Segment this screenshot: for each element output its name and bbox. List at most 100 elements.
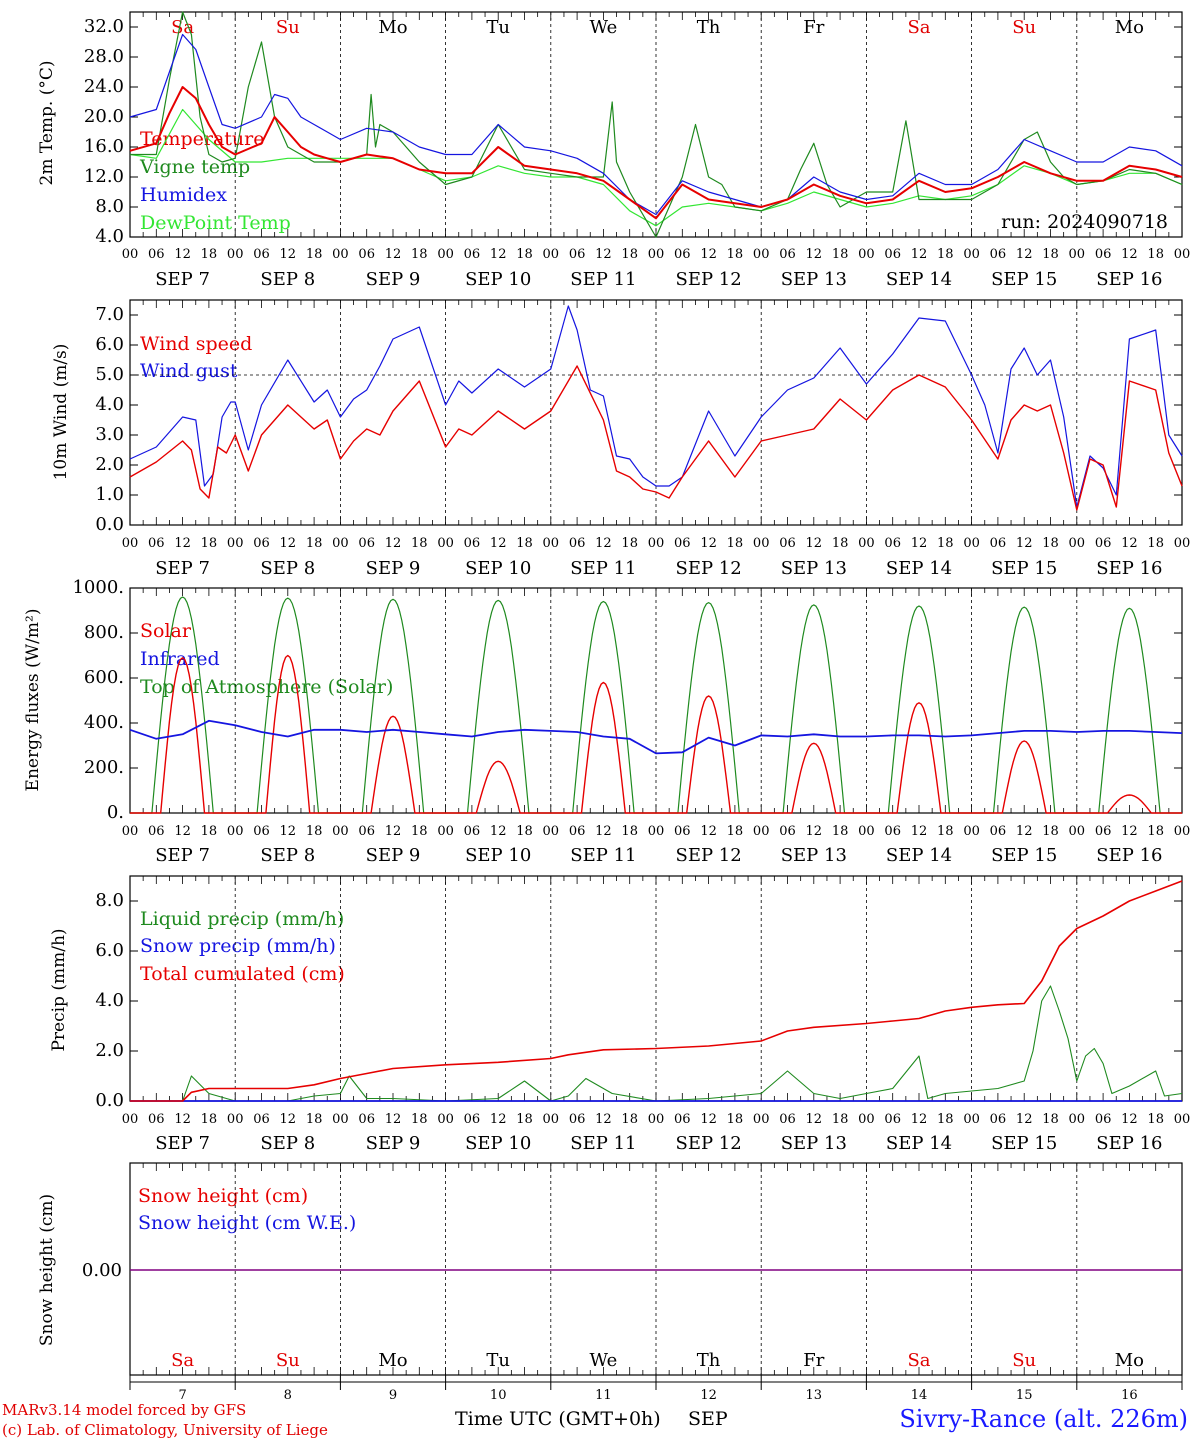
hour-tick-label: 12: [280, 1112, 297, 1127]
y-tick-label: 4.0: [95, 990, 124, 1011]
hour-tick-label: 12: [174, 536, 191, 551]
date-label: SEP 7: [155, 269, 210, 290]
hour-tick-label: 18: [727, 247, 744, 262]
hour-tick-label: 00: [227, 1112, 244, 1127]
hour-tick-label: 06: [569, 247, 586, 262]
y-tick-label: 4.0: [95, 394, 124, 415]
hour-tick-label: 12: [1016, 247, 1033, 262]
hour-tick-label: 00: [753, 824, 770, 839]
total-cumulated-line: [130, 880, 1183, 1102]
hour-tick-label: 12: [280, 247, 297, 262]
hour-tick-label: 18: [727, 824, 744, 839]
hour-tick-label: 06: [990, 536, 1007, 551]
y-tick-label: 2.0: [95, 1040, 124, 1061]
hour-tick-label: 18: [727, 1112, 744, 1127]
hour-tick-label: 12: [174, 247, 191, 262]
snow-axis-label: Snow height (cm): [37, 1194, 57, 1346]
date-label: SEP 8: [260, 845, 315, 866]
hour-tick-label: 12: [490, 824, 507, 839]
hour-tick-label: 18: [306, 824, 323, 839]
hour-tick-label: 06: [464, 536, 481, 551]
hour-tick-label: 18: [306, 536, 323, 551]
date-label: SEP 8: [260, 1133, 315, 1154]
hour-tick-label: 00: [963, 247, 980, 262]
hour-tick-label: 12: [385, 536, 402, 551]
temperature-line: [129, 86, 1183, 220]
hour-tick-label: 06: [253, 247, 270, 262]
hour-tick-label: 18: [1042, 247, 1059, 262]
hour-tick-label: 00: [543, 824, 560, 839]
hour-tick-label: 12: [1121, 1112, 1138, 1127]
day-number-label: 12: [700, 1388, 717, 1403]
date-label: SEP 15: [991, 269, 1057, 290]
hour-tick-label: 18: [621, 1112, 638, 1127]
hour-tick-label: 00: [1174, 1112, 1191, 1127]
date-label: SEP 12: [675, 558, 741, 579]
hour-tick-label: 06: [990, 824, 1007, 839]
hour-tick-label: 06: [148, 247, 165, 262]
legend-wind-speed: Wind speed: [140, 333, 252, 355]
day-name-label: Mo: [1115, 1350, 1144, 1371]
y-tick-label: 5.0: [95, 364, 124, 385]
hour-tick-label: 12: [700, 824, 717, 839]
day-name-label: We: [590, 17, 618, 38]
day-number-label: 9: [389, 1388, 397, 1403]
hour-tick-label: 06: [253, 1112, 270, 1127]
hour-tick-label: 18: [411, 536, 428, 551]
date-label: SEP 12: [675, 1133, 741, 1154]
humidex-line: [129, 33, 1183, 216]
hour-tick-label: 06: [358, 247, 375, 262]
month-label: SEP: [688, 1408, 728, 1430]
hour-tick-label: 00: [227, 536, 244, 551]
date-label: SEP 13: [781, 558, 847, 579]
hour-tick-label: 06: [569, 536, 586, 551]
date-label: SEP 15: [991, 558, 1057, 579]
hour-tick-label: 18: [937, 247, 954, 262]
hour-tick-label: 12: [911, 824, 928, 839]
credit-line-1: MARv3.14 model forced by GFS: [2, 1401, 246, 1419]
date-label: SEP 10: [465, 845, 531, 866]
hour-tick-label: 06: [464, 824, 481, 839]
hour-tick-label: 18: [306, 1112, 323, 1127]
wind-gust-line: [129, 305, 1183, 508]
y-tick-label: 3.0: [95, 424, 124, 445]
hour-tick-label: 12: [595, 824, 612, 839]
day-name-label: Tu: [486, 1350, 510, 1371]
hour-tick-label: 18: [1147, 247, 1164, 262]
dewpoint-line: [129, 108, 1183, 227]
hour-tick-label: 00: [648, 247, 665, 262]
hour-tick-label: 12: [911, 536, 928, 551]
hour-tick-label: 12: [174, 1112, 191, 1127]
hour-tick-label: 18: [937, 536, 954, 551]
hour-tick-label: 12: [911, 1112, 928, 1127]
hour-tick-label: 12: [806, 824, 823, 839]
hour-tick-label: 00: [332, 247, 349, 262]
infrared-line: [129, 719, 1183, 755]
hour-tick-label: 18: [832, 1112, 849, 1127]
hour-tick-label: 12: [806, 247, 823, 262]
energy-axis-label: Energy fluxes (W/m²): [23, 609, 43, 792]
y-tick-label: 4.0: [95, 226, 124, 247]
hour-tick-label: 18: [201, 247, 218, 262]
day-name-label: Su: [276, 1350, 300, 1371]
hour-tick-label: 00: [122, 1112, 139, 1127]
credit-line-2: (c) Lab. of Climatology, University of L…: [2, 1421, 328, 1439]
hour-tick-label: 06: [569, 824, 586, 839]
day-number-label: 14: [911, 1388, 928, 1403]
date-label: SEP 15: [991, 1133, 1057, 1154]
legend-total-cumulated: Total cumulated (cm): [140, 963, 345, 985]
day-name-label: Mo: [378, 1350, 407, 1371]
legend-solar: Solar: [140, 620, 192, 642]
hour-tick-label: 18: [516, 536, 533, 551]
day-number-label: 7: [178, 1388, 186, 1403]
hour-tick-label: 18: [411, 824, 428, 839]
hour-tick-label: 06: [884, 1112, 901, 1127]
date-label: SEP 7: [155, 845, 210, 866]
hour-tick-label: 00: [437, 824, 454, 839]
y-tick-label: 12.0: [84, 166, 124, 187]
hour-tick-label: 12: [1121, 824, 1138, 839]
date-label: SEP 7: [155, 558, 210, 579]
date-label: SEP 16: [1096, 558, 1162, 579]
day-name-label: We: [590, 1350, 618, 1371]
